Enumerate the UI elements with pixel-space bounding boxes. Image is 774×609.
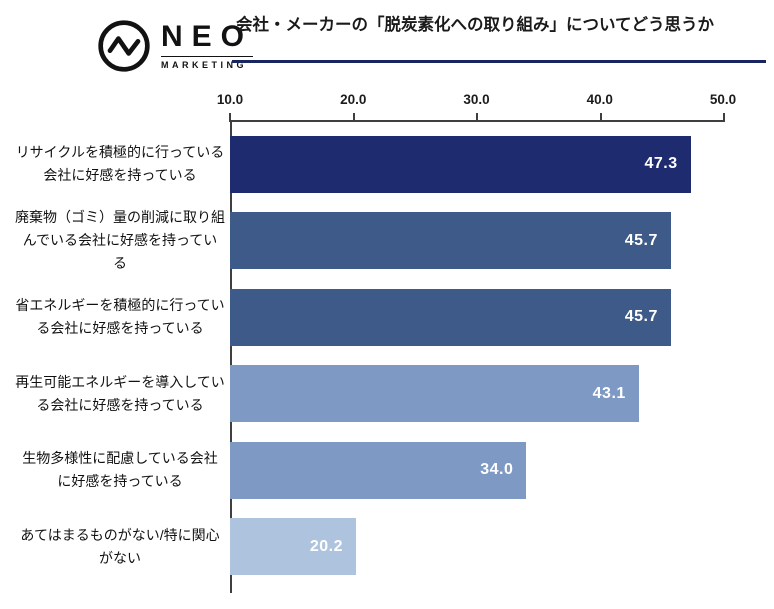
x-axis-line <box>229 113 725 122</box>
bar-value-label: 20.2 <box>309 537 343 555</box>
x-tick-mark <box>476 113 478 122</box>
bar-track: 45.7 <box>230 212 724 270</box>
logo-text: NEO MARKETING <box>161 20 254 70</box>
header: NEO MARKETING 会社・メーカーの「脱炭素化への取り組み」についてどう… <box>0 0 774 88</box>
bar-value-label: 34.0 <box>480 461 514 479</box>
bar-row: あてはまるものがない/特に関心 がない 20.2 <box>12 509 764 586</box>
bar-value-label: 43.1 <box>592 384 626 402</box>
bar: 20.2 <box>230 518 356 576</box>
page-title: 会社・メーカーの「脱炭素化への取り組み」についてどう思うか <box>236 16 715 34</box>
category-label: あてはまるものがない/特に関心 がない <box>20 526 220 566</box>
bar-track: 47.3 <box>230 135 724 193</box>
bar: 34.0 <box>230 441 527 499</box>
neo-marketing-logo: NEO MARKETING <box>96 18 254 74</box>
bar-value-label: 47.3 <box>644 155 678 173</box>
bar-chart: 10.0 20.0 30.0 40.0 50.0 リサイクルを積極的に行っている 会社に… <box>12 88 764 604</box>
x-tick-label: 40.0 <box>586 92 613 107</box>
bar-row: リサイクルを積極的に行っている 会社に好感を持っている 47.3 <box>12 126 764 203</box>
bar-track: 43.1 <box>230 365 724 423</box>
bar-track: 20.2 <box>230 518 724 576</box>
category-label: リサイクルを積極的に行っている 会社に好感を持っている <box>15 144 225 184</box>
x-tick-label: 30.0 <box>463 92 490 107</box>
bar-track: 45.7 <box>230 288 724 346</box>
logo-pulse-icon <box>98 20 150 72</box>
bar-track: 34.0 <box>230 441 724 499</box>
category-label: 省エネルギーを積極的に行ってい る会社に好感を持っている <box>15 297 225 337</box>
y-axis-line <box>230 120 232 593</box>
category-label: 廃棄物（ゴミ）量の削減に取り組 んでいる会社に好感を持ってい る <box>15 209 225 272</box>
x-axis-tick-labels: 10.0 20.0 30.0 40.0 50.0 <box>217 92 736 110</box>
logo-name: NEO <box>161 20 254 53</box>
category-label: 生物多様性に配慮している会社 に好感を持っている <box>22 450 218 490</box>
bar: 43.1 <box>230 365 639 423</box>
bar-row: 廃棄物（ゴミ）量の削減に取り組 んでいる会社に好感を持ってい る 45.7 <box>12 203 764 280</box>
bar-row: 省エネルギーを積極的に行ってい る会社に好感を持っている 45.7 <box>12 279 764 356</box>
category-label: 再生可能エネルギーを導入してい る会社に好感を持っている <box>15 373 225 413</box>
x-tick-mark <box>229 113 231 122</box>
bar-value-label: 45.7 <box>624 231 658 249</box>
bar: 47.3 <box>230 135 691 193</box>
bar-rows: リサイクルを積極的に行っている 会社に好感を持っている 47.3 廃棄物（ゴミ）量の… <box>12 126 764 585</box>
bar-row: 生物多様性に配慮している会社 に好感を持っている 34.0 <box>12 432 764 509</box>
logo-subtitle: MARKETING <box>161 56 254 70</box>
bar-row: 再生可能エネルギーを導入してい る会社に好感を持っている 43.1 <box>12 356 764 433</box>
bar: 45.7 <box>230 288 671 346</box>
x-tick-label: 20.0 <box>340 92 367 107</box>
x-tick-label: 50.0 <box>709 92 737 107</box>
bar-value-label: 45.7 <box>624 308 658 326</box>
x-tick-label: 10.0 <box>216 92 244 107</box>
title-underline <box>232 60 766 63</box>
x-tick-mark <box>352 113 355 122</box>
x-tick-mark <box>723 113 725 122</box>
x-tick-mark <box>599 113 602 122</box>
bar: 45.7 <box>230 212 671 270</box>
